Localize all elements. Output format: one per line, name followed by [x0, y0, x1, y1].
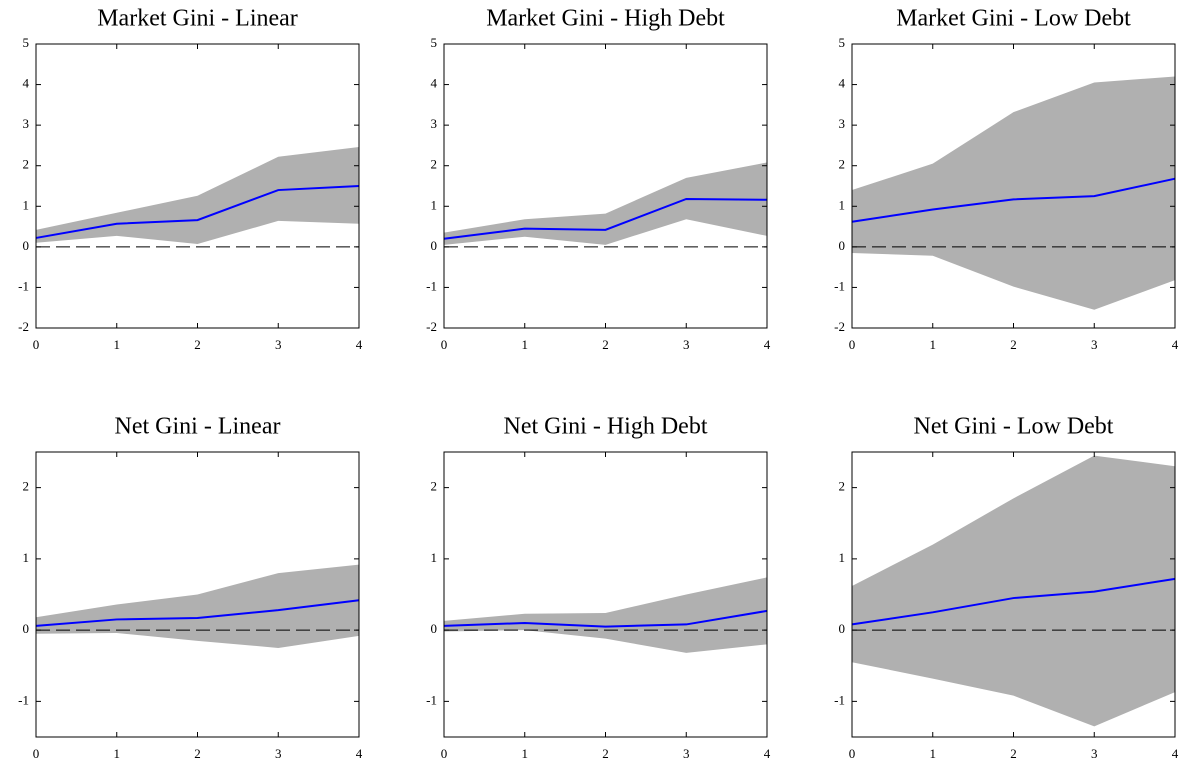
confidence-band: [852, 455, 1175, 727]
confidence-band: [444, 162, 767, 245]
x-tick-label: 2: [602, 337, 609, 352]
chart-title: Market Gini - High Debt: [486, 6, 725, 32]
y-tick-label: 1: [23, 550, 30, 565]
confidence-band: [36, 147, 359, 245]
x-tick-label: 4: [356, 746, 363, 761]
series-line: [443, 609, 768, 628]
x-tick-label: 2: [194, 746, 201, 761]
x-tick-label: 3: [275, 337, 282, 352]
subplot: -2 -1 0 1 2 3 4 5 0 1 2 3 4 Market Gini - Low Debt: [834, 6, 1179, 352]
y-tick-label: 2: [839, 157, 846, 172]
confidence-band: [444, 577, 767, 653]
y-tick-label: 3: [23, 116, 30, 131]
y-tick-label: -1: [834, 278, 845, 293]
subplot: -1 0 1 2 0 1 2 3 4 Net Gini - Linear: [18, 414, 363, 761]
y-tick-label: 2: [23, 479, 30, 494]
x-tick-label: 2: [602, 746, 609, 761]
y-tick-label: 0: [839, 621, 846, 636]
x-tick-label: 4: [356, 337, 363, 352]
y-tick-label: -2: [834, 319, 845, 334]
y-tick-label: -1: [834, 692, 845, 707]
chart-title: Market Gini - Linear: [97, 6, 298, 32]
x-tick-label: 4: [764, 337, 771, 352]
x-tick-label: 2: [1010, 746, 1017, 761]
y-tick-label: 4: [431, 76, 438, 91]
y-tick-label: -2: [426, 319, 437, 334]
y-tick-label: 1: [839, 197, 846, 212]
y-tick-label: 5: [431, 35, 438, 50]
x-tick-label: 3: [1091, 746, 1098, 761]
x-tick-label: 2: [1010, 337, 1017, 352]
y-tick-label: 0: [431, 621, 438, 636]
x-tick-label: 3: [275, 746, 282, 761]
x-tick-label: 1: [114, 746, 121, 761]
y-tick-label: 5: [23, 35, 30, 50]
y-tick-label: 1: [431, 550, 438, 565]
chart-title: Net Gini - Low Debt: [914, 414, 1114, 440]
series-line: [35, 185, 360, 239]
subplot: -2 -1 0 1 2 3 4 5 0 1 2 3 4 Market Gini - High Debt: [426, 6, 771, 352]
x-tick-label: 3: [683, 746, 690, 761]
y-tick-label: 0: [431, 238, 438, 253]
y-tick-label: 0: [23, 621, 30, 636]
y-tick-label: 4: [23, 76, 30, 91]
x-tick-label: 0: [849, 337, 856, 352]
series-line: [851, 577, 1176, 626]
y-tick-label: -1: [426, 692, 437, 707]
series-line: [851, 177, 1176, 223]
y-tick-label: 2: [431, 479, 438, 494]
y-tick-label: -2: [18, 319, 29, 334]
x-tick-label: 4: [1172, 746, 1179, 761]
x-tick-label: 0: [441, 746, 448, 761]
chart-title: Market Gini - Low Debt: [896, 6, 1131, 32]
y-tick-label: 2: [23, 157, 30, 172]
y-tick-label: 0: [839, 238, 846, 253]
confidence-band: [36, 564, 359, 648]
y-tick-label: 2: [431, 157, 438, 172]
series-line: [35, 599, 360, 627]
x-tick-label: 0: [849, 746, 856, 761]
y-tick-label: 1: [23, 197, 30, 212]
x-tick-label: 1: [930, 746, 937, 761]
x-tick-label: 1: [522, 746, 529, 761]
x-tick-label: 1: [522, 337, 529, 352]
x-tick-label: 0: [33, 337, 40, 352]
x-tick-label: 1: [930, 337, 937, 352]
y-tick-label: -1: [426, 278, 437, 293]
x-tick-label: 4: [1172, 337, 1179, 352]
y-tick-label: 5: [839, 35, 846, 50]
x-tick-label: 4: [764, 746, 771, 761]
subplot: -1 0 1 2 0 1 2 3 4 Net Gini - Low Debt: [834, 414, 1179, 761]
confidence-band: [852, 76, 1175, 310]
series-line: [443, 197, 768, 240]
x-tick-label: 3: [1091, 337, 1098, 352]
subplot: -2 -1 0 1 2 3 4 5 0 1 2 3 4 Market Gini - Linear: [18, 6, 363, 352]
y-tick-label: -1: [18, 692, 29, 707]
x-tick-label: 1: [114, 337, 121, 352]
y-tick-label: 0: [23, 238, 30, 253]
y-tick-label: 2: [839, 479, 846, 494]
y-tick-label: 3: [839, 116, 846, 131]
chart-title: Net Gini - Linear: [115, 414, 281, 440]
chart-title: Net Gini - High Debt: [504, 414, 708, 440]
x-tick-label: 3: [683, 337, 690, 352]
x-tick-label: 0: [441, 337, 448, 352]
y-tick-label: 3: [431, 116, 438, 131]
subplot: -1 0 1 2 0 1 2 3 4 Net Gini - High Debt: [426, 414, 771, 761]
x-tick-label: 0: [33, 746, 40, 761]
y-tick-label: 1: [431, 197, 438, 212]
x-tick-label: 2: [194, 337, 201, 352]
y-tick-label: 1: [839, 550, 846, 565]
y-tick-label: -1: [18, 278, 29, 293]
y-tick-label: 4: [839, 76, 846, 91]
